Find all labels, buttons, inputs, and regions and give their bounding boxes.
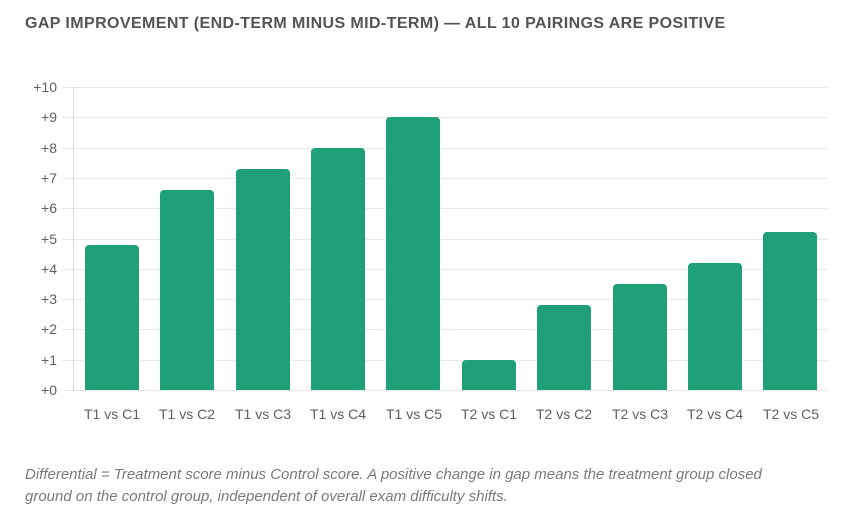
bar	[537, 305, 591, 390]
x-axis-tick-label: T1 vs C4	[309, 406, 366, 422]
y-axis-tick-label: +6	[41, 200, 57, 216]
gridline-8	[62, 148, 828, 149]
y-axis-tick-label: +2	[41, 321, 57, 337]
y-axis-tick-label: +4	[41, 261, 57, 277]
gridline-1	[62, 360, 828, 361]
x-axis-tick-label: T2 vs C3	[611, 406, 668, 422]
x-axis-tick-label: T1 vs C3	[234, 406, 291, 422]
y-axis: +0 +1 +2 +3 +4 +5 +6 +7 +8 +9 +10	[0, 0, 57, 440]
bar	[311, 148, 365, 390]
gridline-3	[62, 299, 828, 300]
bar	[613, 284, 667, 390]
y-axis-tick-label: +7	[41, 170, 57, 186]
y-axis-tick-label: +8	[41, 140, 57, 156]
y-axis-tick-label: +9	[41, 109, 57, 125]
x-axis-tick-label: T1 vs C2	[158, 406, 215, 422]
bar	[462, 360, 516, 390]
y-axis-tick-label: +1	[41, 352, 57, 368]
y-axis-tick-label: +5	[41, 231, 57, 247]
bar	[386, 117, 440, 390]
x-axis: T1 vs C1 T1 vs C2 T1 vs C3 T1 vs C4 T1 vs C5…	[74, 405, 828, 425]
gridlines	[62, 87, 828, 391]
bar-chart: +0 +1 +2 +3 +4 +5 +6 +7 +8 +9 +10 T1 vs C1 T1 vs C2…	[0, 0, 828, 440]
x-axis-tick-label: T2 vs C5	[762, 406, 819, 422]
gridline-7	[62, 178, 828, 179]
gridline-4	[62, 269, 828, 270]
gridline-2	[62, 329, 828, 330]
x-axis-tick-label: T2 vs C4	[686, 406, 743, 422]
bar	[160, 190, 214, 390]
y-axis-tick-label: +0	[41, 382, 57, 398]
bar	[688, 263, 742, 390]
y-axis-tick-label: +3	[41, 291, 57, 307]
gridline-0	[62, 390, 828, 391]
plot-area	[74, 87, 828, 390]
chart-footnote: Differential = Treatment score minus Con…	[25, 466, 762, 505]
x-axis-tick-label: T2 vs C2	[535, 406, 592, 422]
bar	[85, 245, 139, 390]
y-axis-tick-label: +10	[33, 79, 57, 95]
chart-title: GAP IMPROVEMENT (END-TERM MINUS MID-TERM…	[25, 15, 726, 32]
x-axis-tick-label: T2 vs C1	[460, 406, 517, 422]
gridline-9	[62, 117, 828, 118]
x-axis-tick-label: T1 vs C1	[83, 406, 140, 422]
bar	[763, 232, 817, 390]
y-axis-line	[73, 87, 74, 391]
x-axis-tick-label: T1 vs C5	[385, 406, 442, 422]
gridline-10	[62, 87, 828, 88]
gridline-6	[62, 208, 828, 209]
gridline-5	[62, 239, 828, 240]
bar	[236, 169, 290, 390]
